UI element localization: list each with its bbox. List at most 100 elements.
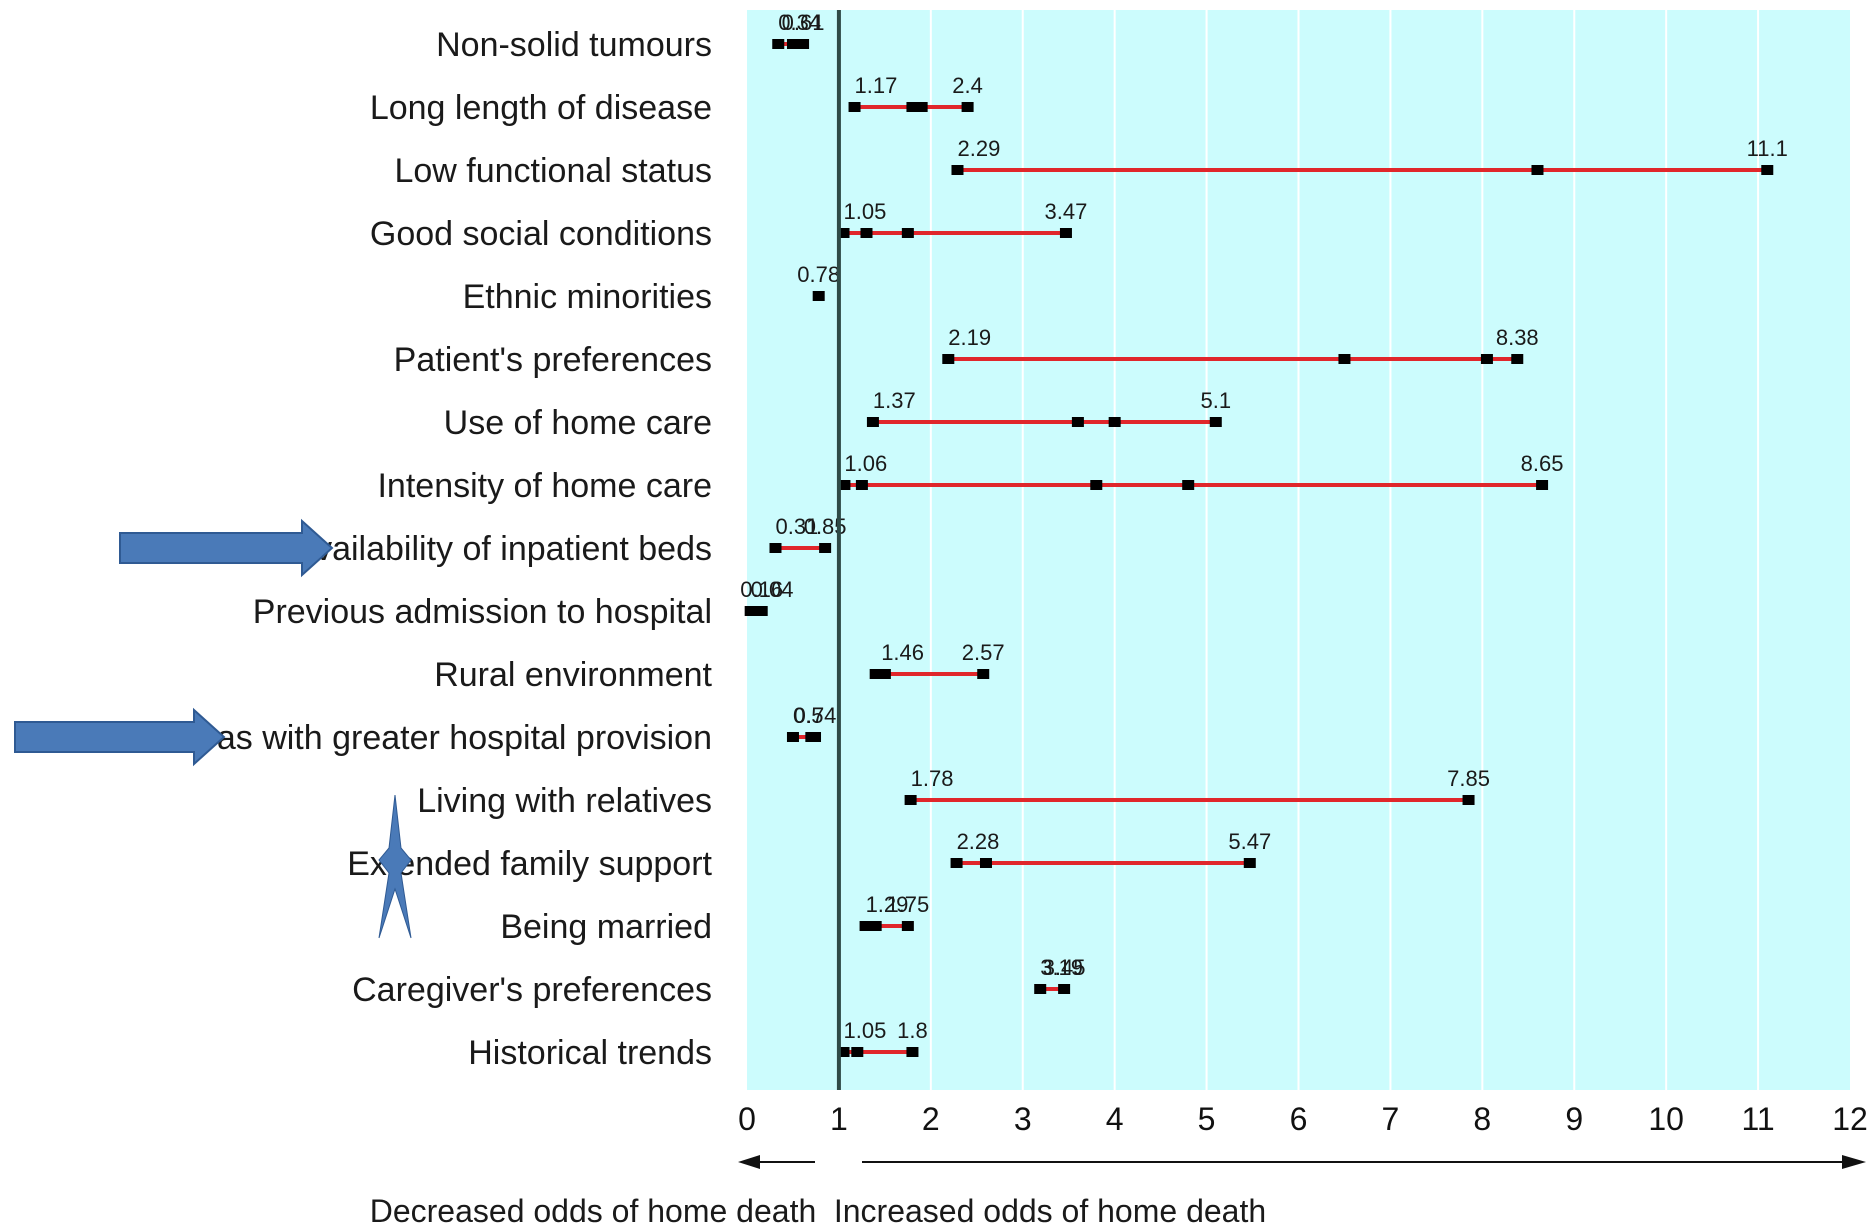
estimate-marker: [837, 1047, 850, 1057]
x-tick-label: 11: [1741, 1101, 1774, 1137]
estimate-marker: [812, 291, 825, 301]
x-tick-label: 6: [1290, 1101, 1308, 1137]
x-tick-label: 7: [1382, 1101, 1400, 1137]
low-value-label: 0.34: [778, 10, 821, 35]
row-label: Patient's preferences: [394, 341, 712, 379]
x-axis-ticks: 0 1 2 3 4 5 6 7 8 9 10 11 12: [738, 1101, 1868, 1137]
estimate-marker: [1071, 417, 1084, 427]
forest-row: Good social conditions 1.05 3.47: [370, 199, 1087, 253]
forest-row: Low functional status 2.29 11.1: [394, 136, 1787, 190]
direction-indicators: Decreased odds of home death Increased o…: [370, 1155, 1866, 1225]
estimate-marker: [1480, 354, 1493, 364]
estimate-marker: [848, 102, 861, 112]
high-value-label: 1.75: [886, 892, 929, 917]
gridlines: [837, 10, 1760, 1090]
estimate-marker: [904, 795, 917, 805]
estimate-marker: [809, 732, 822, 742]
estimate-marker: [1034, 984, 1047, 994]
estimate-marker: [915, 102, 928, 112]
estimate-marker: [866, 417, 879, 427]
estimate-marker: [1243, 858, 1256, 868]
right-arrow-icon: [14, 707, 226, 767]
low-value-label: 0.04: [751, 577, 794, 602]
estimate-marker: [755, 606, 768, 616]
estimate-marker: [772, 39, 785, 49]
x-tick-label: 9: [1565, 1101, 1583, 1137]
low-value-label: 0.5: [793, 703, 824, 728]
row-label: Ethnic minorities: [463, 278, 712, 316]
estimate-marker: [878, 669, 891, 679]
forest-row: Previous admission to hospital 0.040.16: [253, 577, 794, 631]
high-value-label: 0.16: [740, 577, 783, 602]
forest-row: Intensity of home care 1.06 8.65: [377, 451, 1563, 505]
row-label: Caregiver's preferences: [352, 971, 712, 1009]
estimate-marker: [769, 543, 782, 553]
estimate-marker: [819, 543, 832, 553]
high-value-label: 3.45: [1043, 955, 1086, 980]
high-value-label: 2.4: [952, 73, 983, 98]
low-value-label: 1.37: [873, 388, 916, 413]
increased-odds-label: Increased odds of home death: [834, 1193, 1266, 1225]
row-label: Good social conditions: [370, 215, 712, 253]
forest-row: Patient's preferences 2.19 8.38: [394, 325, 1539, 379]
estimate-marker: [977, 669, 990, 679]
estimate-marker: [1338, 354, 1351, 364]
estimate-marker: [1108, 417, 1121, 427]
estimate-marker: [901, 228, 914, 238]
row-label: Use of home care: [444, 404, 712, 442]
estimate-marker: [951, 165, 964, 175]
low-value-label: 2.19: [948, 325, 991, 350]
estimate-marker: [901, 921, 914, 931]
low-value-label: 0.31: [775, 514, 818, 539]
x-tick-label: 1: [830, 1101, 848, 1137]
data-rows: Non-solid tumours 0.340.61 Long length of …: [164, 10, 1788, 1072]
forest-row: Areas with greater hospital provision 0.5…: [164, 703, 836, 757]
estimate-marker: [1059, 228, 1072, 238]
forest-row: Historical trends 1.05 1.8: [468, 1018, 927, 1072]
x-tick-label: 2: [922, 1101, 940, 1137]
x-tick-label: 5: [1198, 1101, 1216, 1137]
estimate-marker: [1511, 354, 1524, 364]
estimate-marker: [1536, 480, 1549, 490]
estimate-marker: [1462, 795, 1475, 805]
row-label: Intensity of home care: [377, 467, 712, 505]
row-label: Rural environment: [434, 656, 712, 694]
row-label: Being married: [500, 908, 712, 946]
estimate-marker: [1090, 480, 1103, 490]
estimate-marker: [786, 732, 799, 742]
x-tick-label: 8: [1473, 1101, 1491, 1137]
decreased-odds-label: Decreased odds of home death: [370, 1193, 817, 1225]
estimate-marker: [961, 102, 974, 112]
estimate-marker: [855, 480, 868, 490]
right-arrow-icon: [119, 518, 334, 578]
estimate-marker: [1531, 165, 1544, 175]
high-value-label: 8.38: [1496, 325, 1539, 350]
row-label: Long length of disease: [370, 89, 712, 127]
estimate-marker: [786, 39, 799, 49]
estimate-marker: [1058, 984, 1071, 994]
forest-row: Living with relatives 1.78 7.85: [417, 766, 1490, 820]
high-value-label: 7.85: [1447, 766, 1490, 791]
left-arrow-head-icon: [738, 1155, 760, 1169]
high-value-label: 3.47: [1045, 199, 1088, 224]
high-value-label: 5.47: [1228, 829, 1271, 854]
estimate-marker: [1761, 165, 1774, 175]
estimate-marker: [851, 1047, 864, 1057]
high-value-label: 11.1: [1747, 136, 1788, 161]
x-tick-label: 3: [1014, 1101, 1032, 1137]
estimate-marker: [869, 669, 882, 679]
forest-row: Being married 1.291.75: [500, 892, 929, 946]
row-label: Low functional status: [394, 152, 712, 190]
forest-row: Caregiver's preferences 3.193.45: [352, 955, 1085, 1009]
low-value-label: 1.78: [911, 766, 954, 791]
high-value-label: 2.57: [962, 640, 1005, 665]
low-value-label: 3.19: [1040, 955, 1083, 980]
low-value-label: 1.46: [881, 640, 924, 665]
row-label: Historical trends: [468, 1034, 712, 1072]
low-value-label: 1.05: [844, 1018, 887, 1043]
estimate-marker: [950, 858, 963, 868]
estimate-marker: [837, 228, 850, 238]
estimate-marker: [1182, 480, 1195, 490]
high-value-label: 0.61: [782, 10, 825, 35]
